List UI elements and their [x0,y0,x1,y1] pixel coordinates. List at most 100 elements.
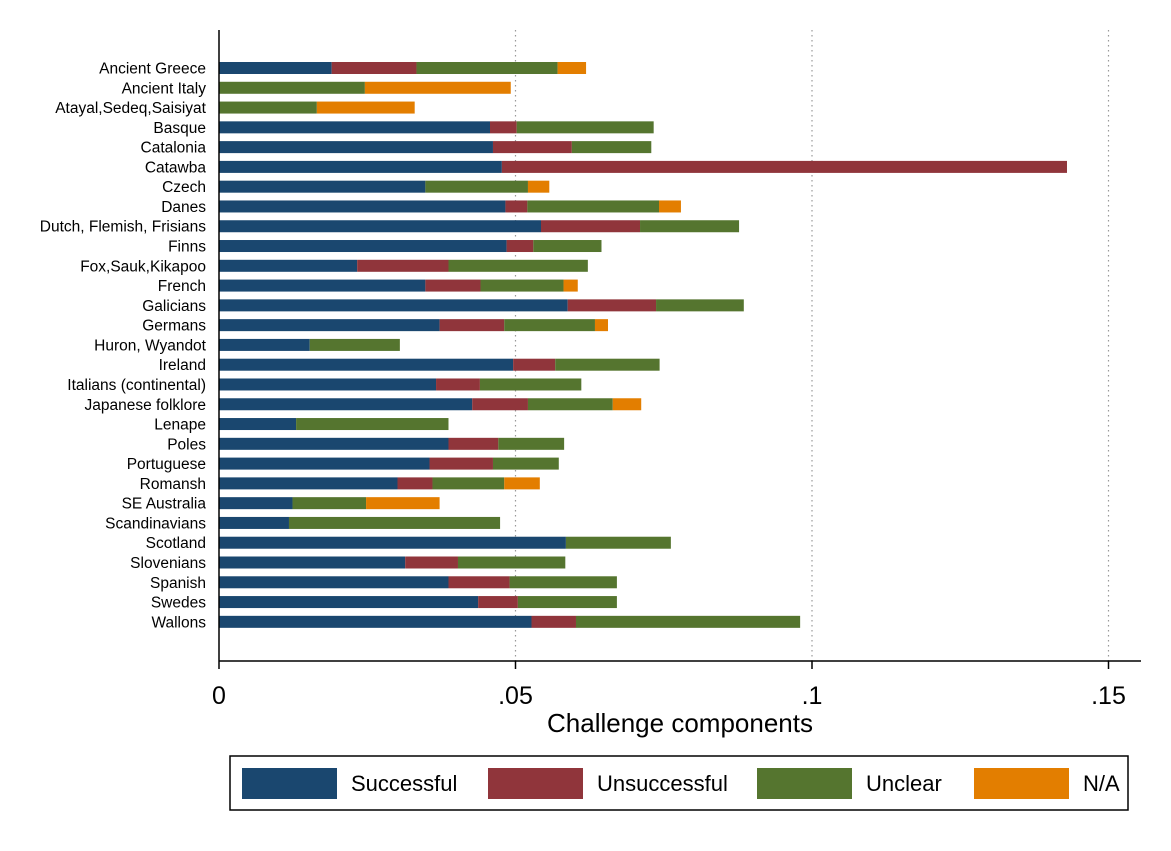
bar-21-1 [397,477,433,490]
x-axis-title: Challenge components [547,708,813,738]
bar-0-0 [219,62,332,74]
bar-28-2 [575,615,801,628]
bar-1-2 [219,81,365,94]
bar-7-2 [527,200,660,213]
bar-26-2 [509,576,617,589]
bar-11-0 [219,279,426,292]
legend-label-0: Successful [351,771,457,796]
bar-26-0 [219,576,449,589]
x-axis-ticks: 0 .05 .1 .15 [212,661,1126,710]
x-tick-label-2: .1 [802,682,823,710]
bar-27-2 [517,596,617,609]
bar-6-0 [219,180,426,193]
bar-20-0 [219,457,430,470]
bar-15-0 [219,358,514,371]
bars [219,62,1067,628]
bar-17-2 [527,398,613,411]
bar-14-0 [219,338,310,351]
bar-17-0 [219,398,473,411]
bar-17-1 [472,398,528,411]
bar-21-0 [219,477,398,490]
bar-11-1 [425,279,481,292]
bar-0-2 [416,62,558,74]
bar-13-2 [504,319,595,332]
legend-swatch-3 [974,768,1069,799]
category-label-16: Italians (continental) [67,377,206,394]
bar-9-1 [506,240,534,253]
bar-13-1 [439,319,505,332]
bar-16-1 [436,378,480,391]
legend-swatch-0 [242,768,337,799]
bar-22-0 [219,497,293,510]
category-label-8: Dutch, Flemish, Frisians [40,219,206,236]
category-label-28: Wallons [151,614,206,631]
legend-label-3: N/A [1083,771,1120,796]
bar-12-1 [567,299,657,312]
legend-swatch-2 [757,768,852,799]
category-label-6: Czech [162,179,206,196]
bar-22-3 [366,497,440,510]
legend-label-1: Unsuccessful [597,771,728,796]
category-labels: Ancient Greece Ancient Italy Atayal,Sedeq,… [40,61,207,632]
category-label-14: Huron, Wyandot [94,337,207,354]
bar-2-3 [316,101,415,114]
category-label-1: Ancient Italy [122,80,207,97]
category-label-7: Danes [161,199,206,216]
bar-15-2 [555,358,660,371]
bar-19-2 [498,437,565,450]
bar-20-1 [429,457,493,470]
bar-23-0 [219,516,289,529]
bar-25-1 [405,556,458,569]
bar-10-2 [448,259,588,272]
bar-6-3 [527,180,550,193]
bar-9-2 [533,240,602,253]
bar-4-0 [219,141,493,154]
category-label-17: Japanese folklore [85,397,207,414]
legend-swatch-1 [488,768,583,799]
category-label-10: Fox,Sauk,Kikapoo [80,258,206,275]
bar-6-2 [425,180,528,193]
gridlines [514,30,1110,661]
category-label-4: Catalonia [141,140,207,157]
bar-4-2 [571,141,652,154]
bar-5-0 [219,160,502,173]
category-label-23: Scandinavians [105,515,206,532]
bar-27-1 [478,596,518,609]
category-label-12: Galicians [142,298,206,315]
bar-7-1 [505,200,528,213]
category-label-2: Atayal,Sedeq,Saisiyat [55,100,206,117]
category-label-27: Swedes [151,595,206,612]
category-label-9: Finns [168,239,206,256]
bar-11-3 [563,279,578,292]
category-label-15: Ireland [159,357,206,374]
bar-21-3 [504,477,540,490]
bar-18-2 [296,418,449,431]
bar-16-0 [219,378,437,391]
bar-22-2 [292,497,367,510]
bar-13-0 [219,319,440,332]
bar-5-1 [501,160,1067,173]
x-tick-label-3: .15 [1091,682,1126,710]
bar-1-3 [364,81,511,94]
category-label-3: Basque [153,120,206,137]
category-label-22: SE Australia [122,496,207,513]
bar-8-0 [219,220,541,233]
bar-19-0 [219,437,449,450]
bar-28-0 [219,615,532,628]
bar-13-3 [594,319,609,332]
category-label-24: Scotland [146,535,206,552]
x-tick-label-0: 0 [212,682,226,710]
bar-10-0 [219,259,358,272]
bar-14-2 [309,338,400,351]
bar-12-2 [656,299,744,312]
bar-24-0 [219,536,566,549]
bar-26-1 [448,576,510,589]
bar-17-3 [612,398,642,411]
bar-19-1 [448,437,499,450]
category-label-13: Germans [142,318,206,335]
category-label-26: Spanish [150,575,206,592]
bar-25-0 [219,556,406,569]
bar-15-1 [513,358,556,371]
bar-25-2 [457,556,566,569]
